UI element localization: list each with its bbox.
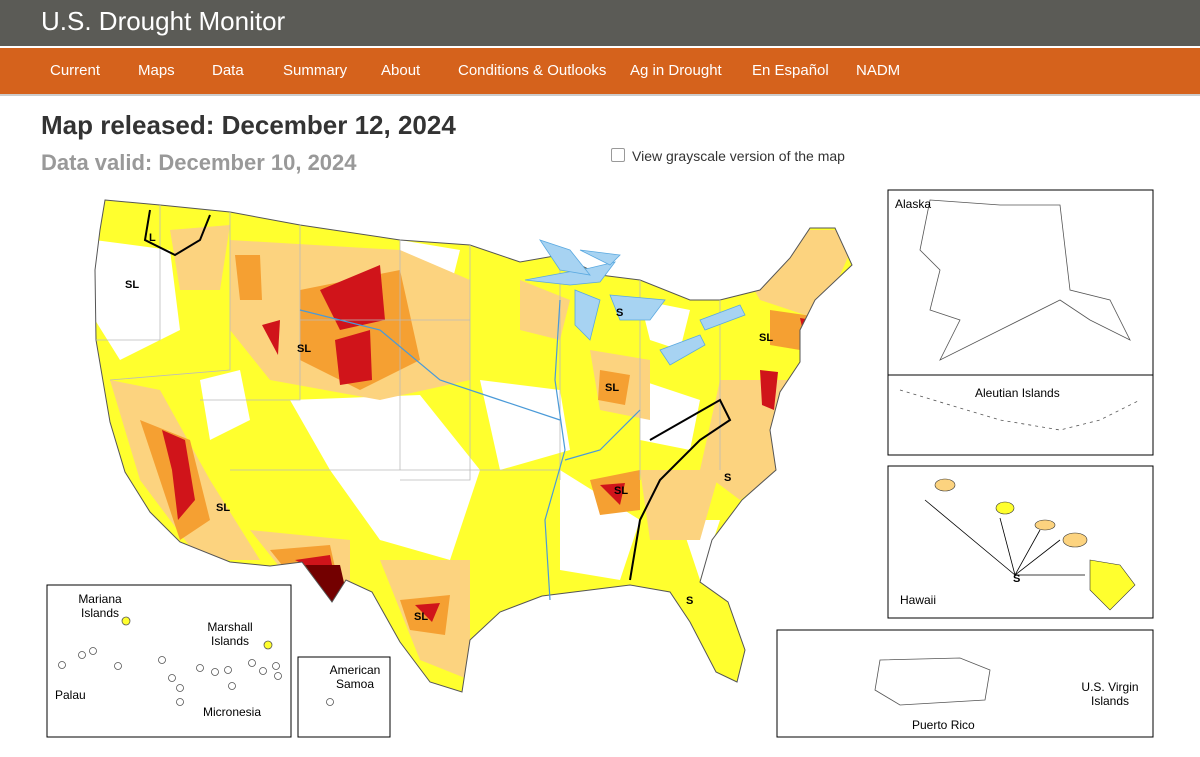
inset-label: American Samoa	[329, 663, 381, 691]
nav-link[interactable]: Ag in Drought	[630, 62, 722, 79]
nav-link[interactable]: En Español	[752, 62, 829, 79]
hawaii-islands	[934, 478, 1136, 611]
impact-label: SL	[216, 502, 231, 514]
impact-label: SL	[614, 485, 629, 497]
d2-area	[140, 255, 812, 635]
grayscale-checkbox[interactable]	[611, 148, 625, 162]
inset-label: Mariana Islands	[78, 592, 122, 620]
impact-line	[629, 398, 732, 581]
impact-label: SL	[759, 332, 774, 344]
inset-label: Palau	[55, 688, 86, 702]
nav-link[interactable]: Data	[212, 62, 244, 79]
nav-bar: Current Maps Data Summary About Conditions & …	[0, 48, 1200, 96]
inset-label: Aleutian Islands	[975, 386, 1060, 400]
inset-label: U.S. Virgin Islands	[1081, 680, 1139, 708]
impact-label: S	[724, 472, 732, 484]
impact-label: S	[686, 595, 694, 607]
great-lakes	[524, 239, 746, 366]
no-drought	[95, 240, 720, 580]
inset-label: Hawaii	[900, 593, 937, 607]
alaska-shape	[919, 199, 1131, 361]
inset-label: Puerto Rico	[912, 718, 975, 732]
rivers	[299, 299, 641, 601]
nav-link[interactable]: Current	[50, 62, 101, 79]
nav-link[interactable]: About	[381, 62, 421, 79]
inset-label: Alaska	[895, 197, 932, 211]
inset-label: Micronesia	[203, 705, 262, 719]
impact-label: S	[1013, 573, 1021, 585]
nav-link[interactable]: Conditions & Outlooks	[458, 62, 607, 79]
aleutian-shape	[899, 389, 1141, 431]
puerto-rico-shape	[874, 657, 991, 706]
impact-line	[143, 209, 211, 257]
impact-label: L	[149, 232, 156, 244]
grayscale-label[interactable]: View grayscale version of the map	[632, 148, 845, 164]
header: U.S. Drought Monitor	[0, 0, 1200, 46]
impact-label: SL	[297, 343, 312, 355]
nav-link[interactable]: Summary	[283, 62, 348, 79]
pacific-islands	[58, 616, 334, 706]
impact-label: SL	[414, 611, 429, 623]
impact-label: S	[616, 307, 624, 319]
nav-link[interactable]: Maps	[138, 62, 175, 79]
impact-label: SL	[605, 382, 620, 394]
map-released: Map released: December 12, 2024	[41, 110, 456, 140]
data-valid: Data valid: December 10, 2024	[41, 150, 357, 175]
hawaii-pointers	[924, 499, 1085, 576]
state-lines	[96, 205, 721, 481]
nav-link[interactable]: NADM	[856, 62, 901, 79]
inset-label: Marshall Islands	[207, 620, 253, 648]
site-title[interactable]: U.S. Drought Monitor	[41, 6, 286, 36]
impact-label: SL	[125, 279, 140, 291]
